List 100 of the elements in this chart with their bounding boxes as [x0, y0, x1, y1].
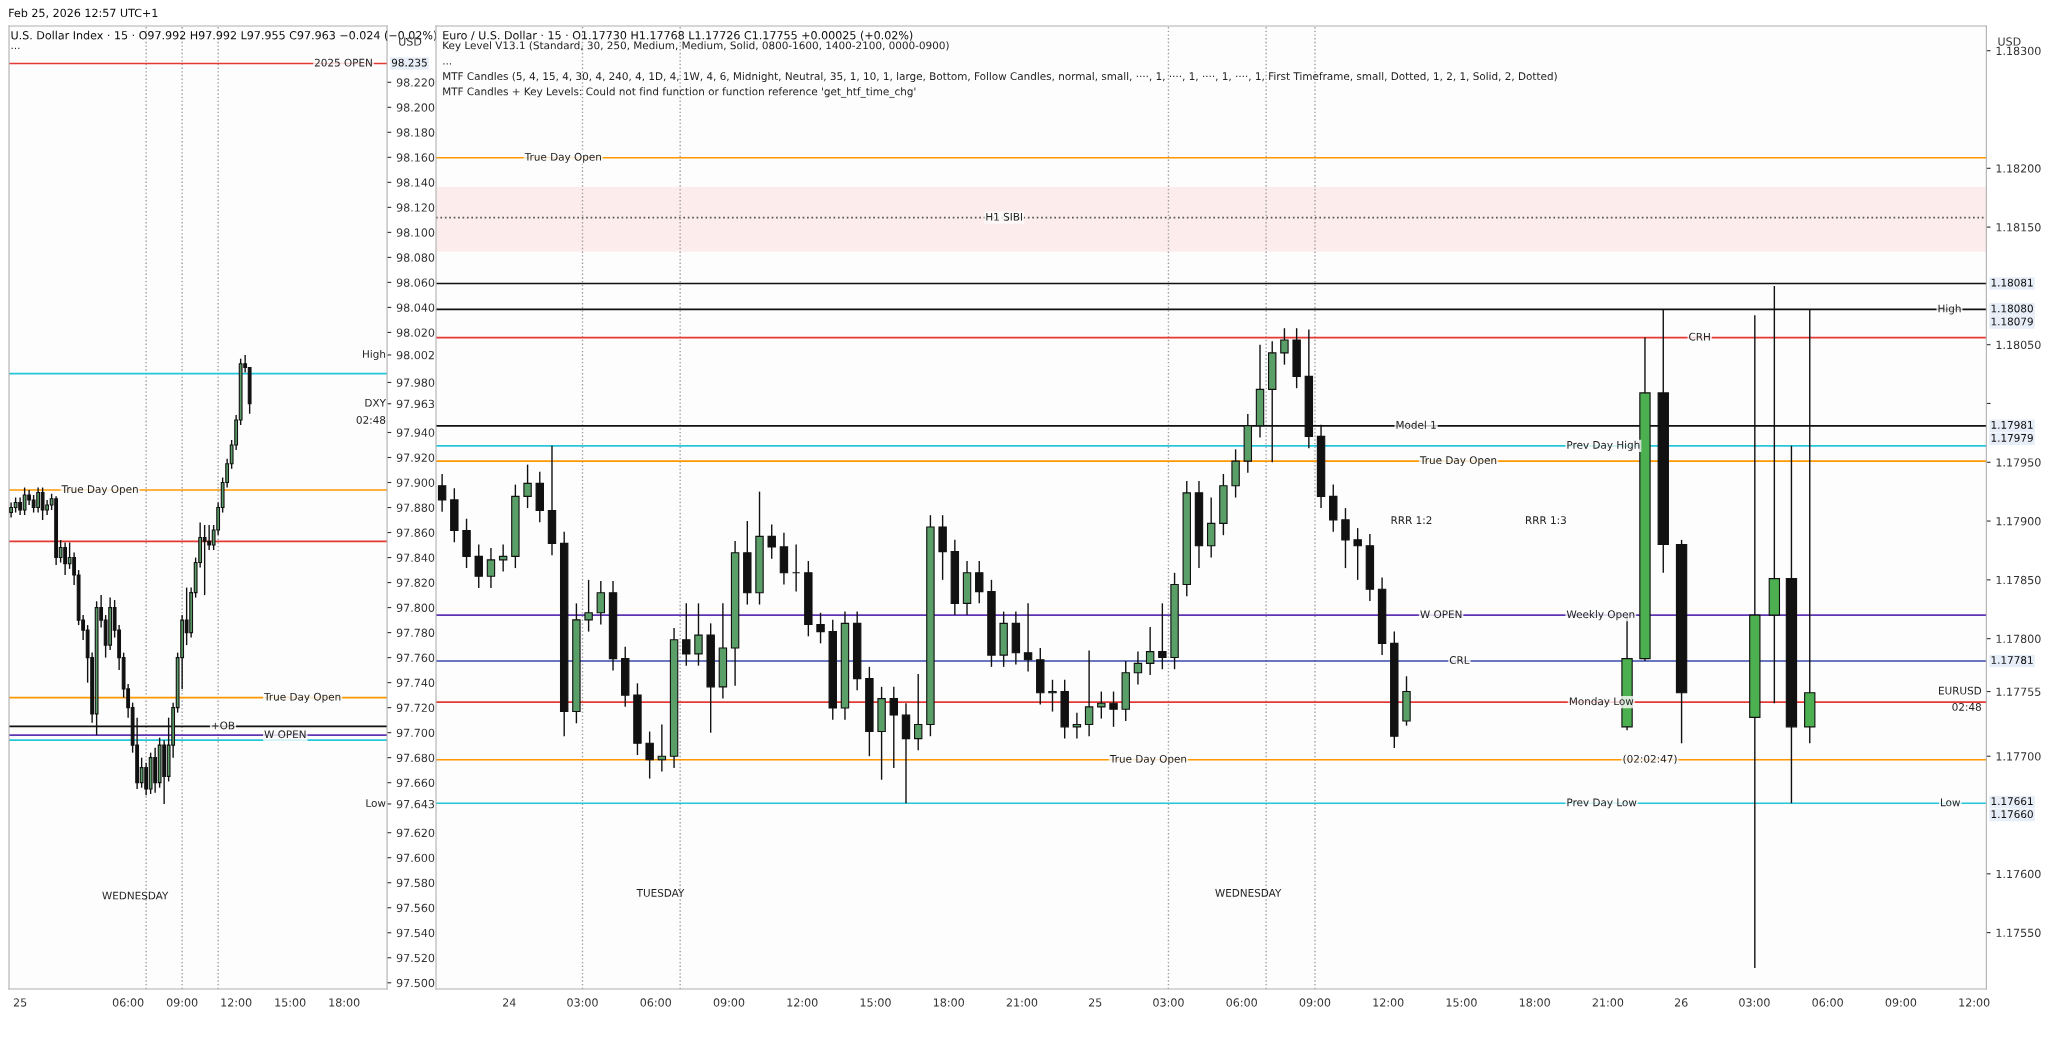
annotation: W OPEN [1420, 610, 1462, 619]
annotation: 1.17979 [1991, 433, 2033, 442]
candlestick [913, 673, 923, 752]
y-tick-label: 97.560 [396, 903, 435, 913]
candlestick [1280, 327, 1289, 366]
y-tick-label: 97.620 [396, 828, 435, 838]
y-tick-label: 97.643 [396, 799, 435, 809]
annotation: TUESDAY [636, 888, 685, 897]
candlestick [1158, 602, 1167, 670]
annotation: (02:02:47) [1623, 754, 1677, 764]
x-tick-label: 15:00 [275, 998, 306, 1007]
y-tick-label: 1.18050 [1996, 340, 2041, 350]
candlestick [1133, 650, 1143, 686]
candlestick [1206, 496, 1216, 559]
x-tick-label: 18:00 [933, 998, 964, 1007]
candlestick [596, 580, 606, 626]
candlestick [1329, 483, 1338, 533]
annotation: DXY [365, 399, 386, 407]
candlestick [694, 602, 703, 667]
candlestick [486, 547, 496, 589]
x-tick-label: 06:00 [112, 998, 144, 1007]
x-tick-label: 06:00 [1226, 998, 1257, 1007]
x-tick-label: 12:00 [787, 998, 818, 1007]
annotation: Low [1940, 798, 1961, 807]
x-tick-label: 09:00 [713, 998, 745, 1007]
x-tick-label: 03:00 [567, 998, 598, 1007]
candlestick [1048, 679, 1057, 713]
candlestick [22, 486, 27, 516]
y-tick-label: 98.180 [396, 128, 435, 137]
candlestick [584, 579, 593, 633]
y-tick-label: 97.580 [396, 878, 435, 888]
y-tick-label: 97.840 [396, 553, 435, 562]
annotation: 02:48 [356, 416, 386, 424]
annotation: MTF Candles (5, 4, 15, 4, 30, 4, 240, 4, 1D, 4, 1W, 4, 6, Midnight, Neutral, 35, 1, 10, 1, large, Bottom, Follow Candles, normal, small, ····, 1, ····, 1, ····, 1, ····, 1, First Timeframe, small, Dotted, 1, 2, 1, Solid, 2, Dotted) [443, 72, 1557, 83]
y-tick-label: 97.600 [396, 853, 435, 863]
annotation: 1.17660 [1991, 810, 2033, 819]
candlestick [682, 602, 691, 667]
y-tick-label: 98.220 [396, 78, 435, 87]
y-tick-label: 1.17800 [1996, 634, 2041, 644]
x-tick-label: 25 [1088, 998, 1102, 1007]
y-tick-label: 98.200 [396, 103, 435, 112]
y-tick-label: 97.660 [396, 778, 435, 788]
annotation: RRR 1:2 [1391, 516, 1432, 524]
annotation: 1.18080 [1991, 304, 2033, 313]
annotation: ... [11, 47, 20, 50]
y-tick-label: 97.880 [396, 503, 435, 512]
annotation: Weekly Open [1566, 610, 1635, 621]
x-tick-label: 09:00 [1885, 998, 1917, 1007]
x-tick-label: 12:00 [221, 998, 252, 1007]
y-tick-label: 97.680 [396, 753, 435, 763]
y-tick-label: 97.963 [396, 399, 435, 409]
chart-subtitle: Feb 25, 2026 12:57 UTC+1 [9, 8, 158, 19]
annotation: WEDNESDAY [102, 891, 169, 900]
annotation: Low [366, 799, 386, 807]
y-tick-label: 97.820 [396, 578, 435, 587]
y-tick-label: 97.800 [396, 603, 435, 612]
y-tick-label: 98.020 [396, 328, 435, 337]
annotation: 1.17781 [1991, 656, 2033, 664]
annotation: High [1938, 304, 1961, 315]
candlestick [474, 543, 483, 589]
candlestick [1145, 626, 1155, 676]
candlestick [437, 473, 447, 513]
y-tick-label: 97.980 [396, 378, 435, 387]
candlestick [767, 523, 776, 560]
candlestick [889, 686, 899, 769]
y-tick-label: 98.060 [396, 278, 435, 287]
annotation: 98.235 [391, 58, 427, 67]
y-tick-label: 98.100 [396, 228, 435, 237]
y-tick-label: 98.002 [396, 350, 434, 360]
annotation: RRR 1:3 [1526, 516, 1566, 525]
x-tick-label: 03:00 [1739, 998, 1770, 1007]
annotation: Model 1 [1396, 420, 1436, 429]
y-tick-label: 1.18200 [1996, 164, 2041, 173]
y-tick-label: 97.900 [396, 478, 435, 487]
y-tick-label: 97.540 [396, 928, 435, 938]
candlestick [63, 541, 68, 576]
y-tick-label: 97.520 [396, 953, 435, 963]
candlestick [816, 612, 825, 645]
y-tick-label: 98.080 [396, 253, 435, 262]
annotation: True Day Open [1109, 754, 1187, 765]
candlestick [523, 463, 532, 509]
y-tick-label: 98.040 [396, 303, 435, 312]
y-tick-label: 98.160 [396, 153, 435, 162]
annotation: 1.17661 [1991, 797, 2033, 806]
annotation: ... [443, 63, 452, 65]
candlestick [645, 730, 654, 780]
annotation: CRH [1689, 332, 1710, 341]
y-tick-label: 97.860 [396, 528, 435, 537]
candlestick [40, 486, 45, 521]
x-tick-label: 26 [1674, 998, 1688, 1007]
x-tick-label: 09:00 [1299, 998, 1331, 1007]
y-tick-label: 97.720 [396, 703, 435, 713]
candlestick [207, 524, 212, 551]
annotation: W OPEN [264, 730, 306, 739]
x-tick-label: 09:00 [166, 998, 198, 1007]
y-tick-label: 97.700 [396, 728, 435, 738]
candlestick [1353, 527, 1362, 581]
y-tick-label: 1.18300 [1996, 46, 2041, 56]
candlestick [901, 702, 911, 804]
candlestick [144, 761, 149, 796]
